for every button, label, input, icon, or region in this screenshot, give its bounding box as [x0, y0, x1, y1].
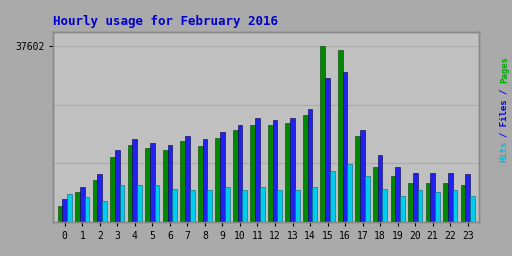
- Bar: [395, 167, 400, 222]
- Bar: [115, 150, 120, 222]
- Text: Hourly usage for February 2016: Hourly usage for February 2016: [53, 15, 279, 28]
- Bar: [220, 132, 225, 222]
- Bar: [167, 145, 172, 222]
- Bar: [233, 131, 238, 222]
- Bar: [255, 118, 260, 222]
- Bar: [330, 171, 335, 222]
- Bar: [400, 196, 404, 222]
- Bar: [238, 125, 242, 222]
- Bar: [435, 192, 440, 222]
- Bar: [203, 139, 207, 222]
- Bar: [268, 125, 272, 222]
- Bar: [93, 180, 97, 222]
- Bar: [413, 173, 417, 222]
- Bar: [373, 167, 378, 222]
- Bar: [198, 146, 203, 222]
- Bar: [97, 175, 102, 222]
- Bar: [360, 131, 365, 222]
- Bar: [225, 187, 229, 222]
- Bar: [325, 78, 330, 222]
- Bar: [453, 190, 457, 222]
- Bar: [391, 176, 395, 222]
- Bar: [137, 185, 142, 222]
- Bar: [58, 206, 62, 222]
- Text: Hits: Hits: [500, 140, 509, 162]
- Bar: [190, 190, 195, 222]
- Bar: [185, 136, 190, 222]
- Bar: [62, 199, 67, 222]
- Bar: [378, 155, 382, 222]
- Bar: [382, 188, 387, 222]
- Bar: [338, 50, 343, 222]
- Bar: [312, 187, 317, 222]
- Bar: [343, 72, 348, 222]
- Bar: [448, 173, 453, 222]
- Bar: [110, 157, 115, 222]
- Bar: [250, 125, 255, 222]
- Bar: [365, 176, 370, 222]
- Bar: [67, 194, 72, 222]
- Bar: [207, 190, 212, 222]
- Bar: [425, 183, 430, 222]
- Bar: [417, 190, 422, 222]
- Bar: [465, 175, 470, 222]
- Bar: [172, 188, 177, 222]
- Bar: [285, 123, 290, 222]
- Bar: [303, 115, 308, 222]
- Bar: [155, 185, 159, 222]
- Bar: [461, 185, 465, 222]
- Bar: [278, 190, 282, 222]
- Bar: [145, 148, 150, 222]
- Bar: [430, 173, 435, 222]
- Bar: [133, 139, 137, 222]
- Bar: [163, 150, 167, 222]
- Bar: [470, 196, 475, 222]
- Bar: [348, 164, 352, 222]
- Bar: [443, 183, 448, 222]
- Bar: [102, 201, 107, 222]
- Bar: [308, 109, 312, 222]
- Bar: [260, 187, 265, 222]
- Bar: [272, 120, 278, 222]
- Bar: [80, 187, 84, 222]
- Bar: [84, 197, 90, 222]
- Bar: [355, 136, 360, 222]
- Bar: [242, 190, 247, 222]
- Text: Pages: Pages: [500, 56, 509, 82]
- Bar: [128, 145, 133, 222]
- Bar: [216, 137, 220, 222]
- Bar: [75, 192, 80, 222]
- Bar: [120, 185, 124, 222]
- Bar: [408, 183, 413, 222]
- Bar: [295, 190, 300, 222]
- Bar: [290, 118, 295, 222]
- Bar: [321, 46, 325, 222]
- Bar: [180, 141, 185, 222]
- Bar: [150, 143, 155, 222]
- Text: / Files /: / Files /: [500, 89, 509, 137]
